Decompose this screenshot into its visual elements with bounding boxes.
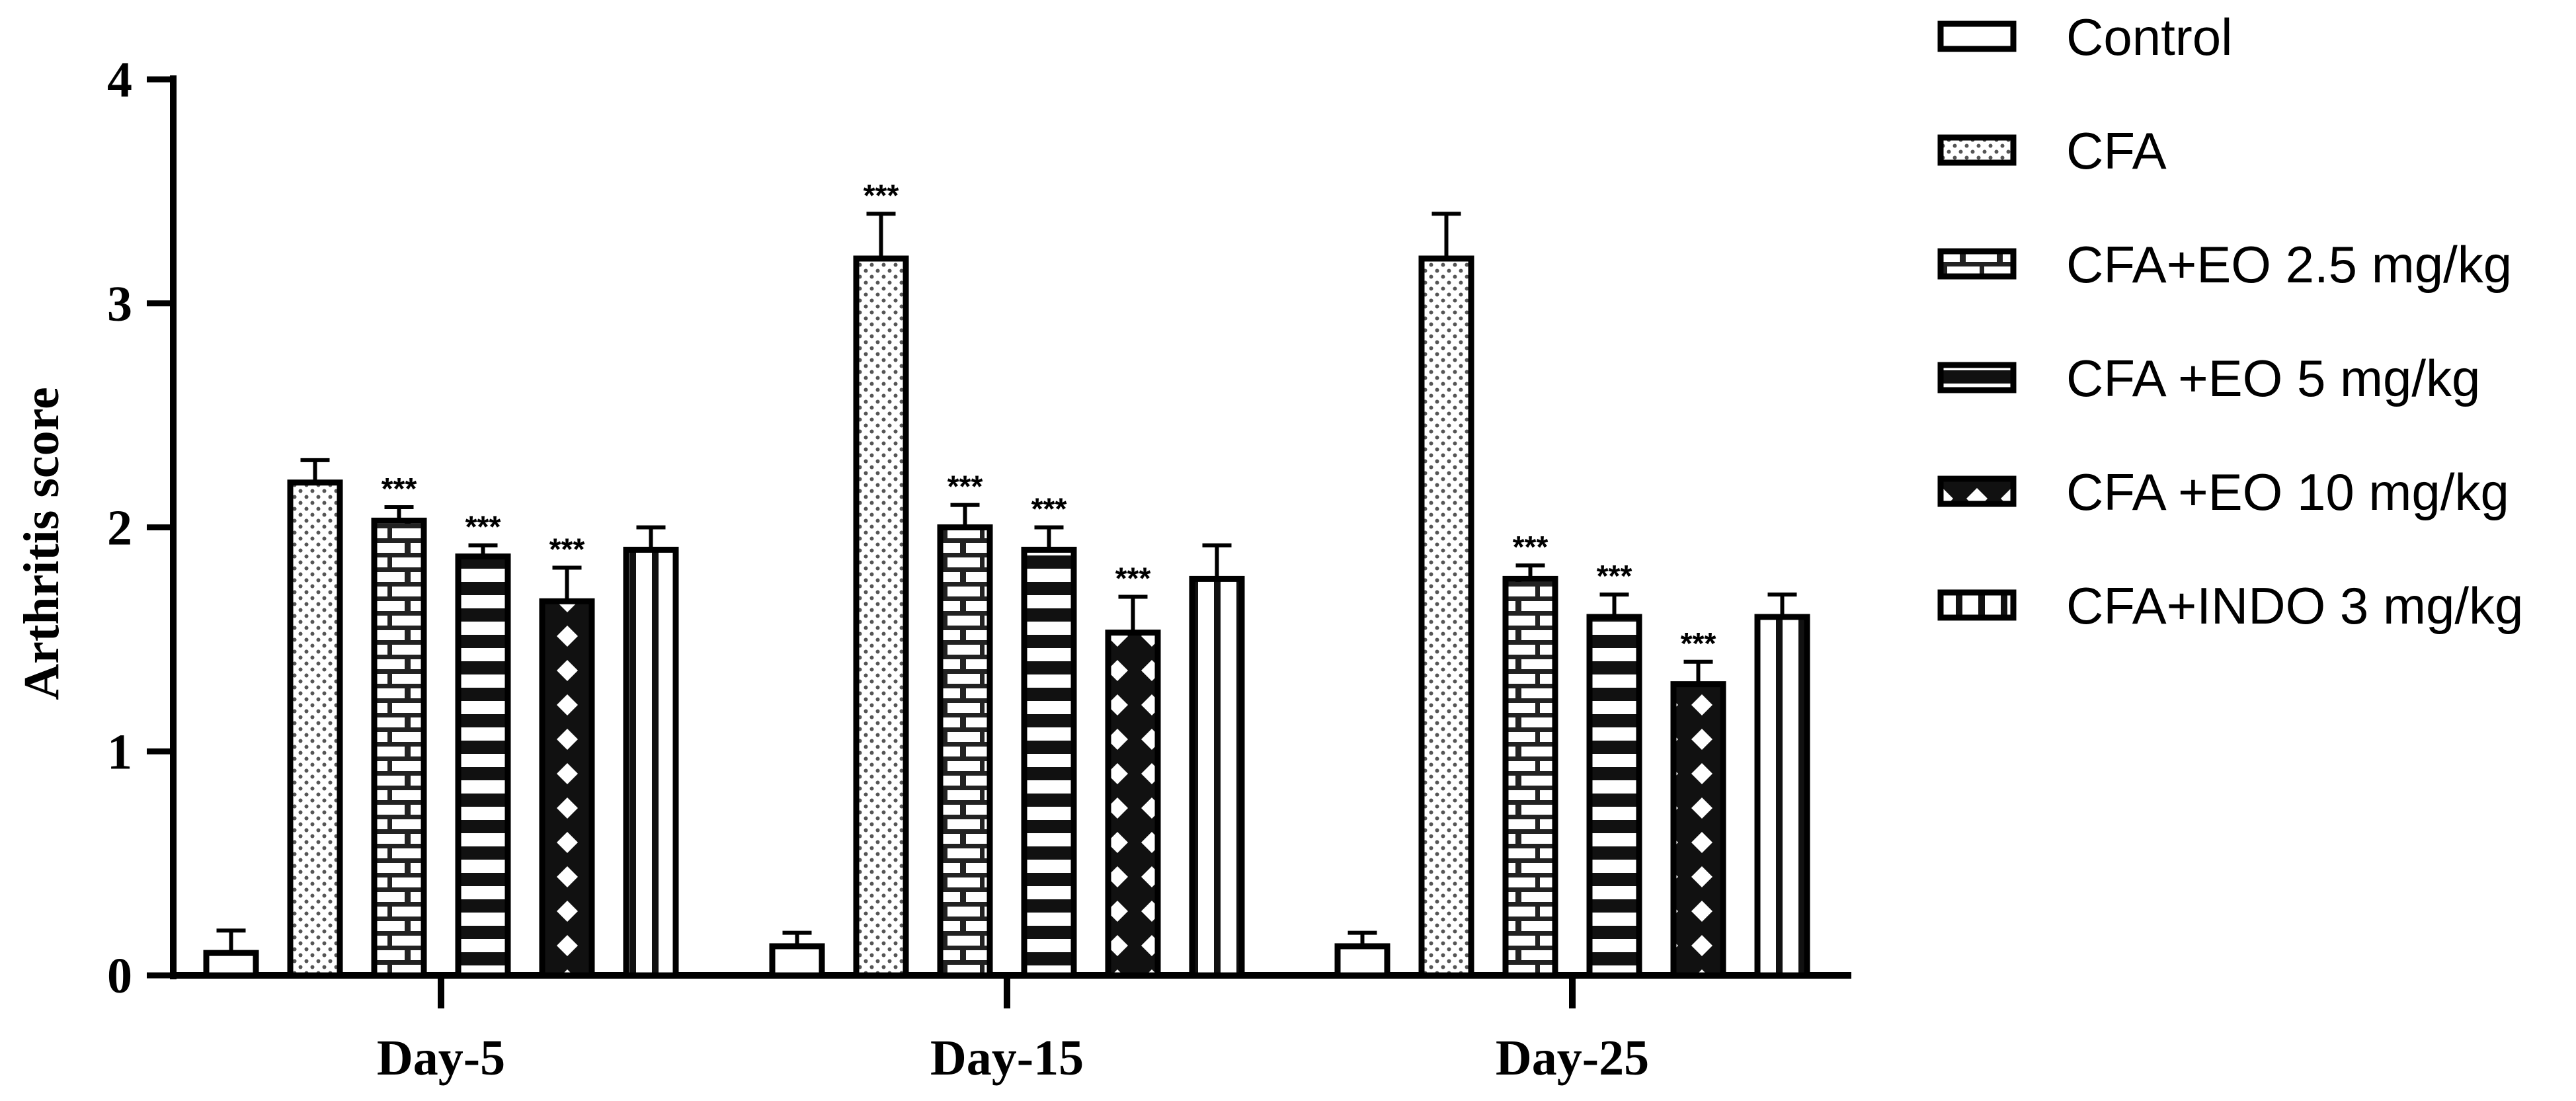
legend-label: CFA [2066,122,2167,180]
y-tick-label: 4 [107,52,132,108]
legend-swatch [1937,20,2017,52]
legend-swatch [1937,475,2017,507]
y-tick-label: 2 [107,501,132,556]
bar [937,524,993,979]
bar [1502,575,1558,979]
legend-swatch [1937,248,2017,280]
legend-swatch [1937,362,2017,393]
legend-swatch [1937,589,2017,621]
bar [1105,630,1161,979]
legend-swatch [1937,134,2017,166]
legend-label: CFA +EO 5 mg/kg [2066,349,2480,407]
bars-group: *** *** *** *** *** *** *** *** *** *** [203,178,1810,979]
legend-label: CFA+INDO 3 mg/kg [2066,577,2523,635]
bar [1586,614,1642,979]
x-axis: Day-5 Day-15 Day-25 [170,972,1851,1086]
significance-label: *** [382,471,417,506]
legend: Control CFA CFA+EO 2.5 mg/kg CFA +EO 5 mg/k… [1937,8,2523,635]
legend-label: CFA+EO 2.5 mg/kg [2066,235,2512,294]
bar [539,598,595,979]
bar [1670,681,1726,979]
x-category-label: Day-15 [930,1030,1084,1086]
bar [1189,575,1245,979]
bar [203,950,259,979]
y-tick-label: 0 [107,948,132,1004]
legend-label: Control [2066,8,2232,66]
y-tick-label: 1 [107,724,132,780]
significance-label: *** [465,510,501,544]
legend-label: CFA +EO 10 mg/kg [2066,463,2509,521]
x-category-label: Day-25 [1496,1030,1649,1086]
bar [1418,255,1474,979]
x-category-label: Day-5 [377,1030,505,1086]
y-axis: 0 1 2 3 4 [107,52,177,1004]
bar [623,546,679,979]
bar [1754,614,1810,979]
significance-label: *** [1597,559,1632,593]
significance-label: *** [1031,492,1067,526]
bar [769,943,825,979]
significance-label: *** [1115,561,1151,596]
significance-label: *** [947,469,983,504]
significance-label: *** [864,178,899,212]
y-tick-label: 3 [107,276,132,332]
bar [371,517,427,979]
bar [455,553,511,979]
bar [1334,943,1390,979]
significance-label: *** [549,532,585,566]
bar [1021,546,1077,979]
bar [853,255,909,979]
significance-label: *** [1513,530,1549,564]
significance-label: *** [1681,626,1716,661]
y-axis-label: Arthritis score [14,387,69,700]
bar [287,479,343,979]
